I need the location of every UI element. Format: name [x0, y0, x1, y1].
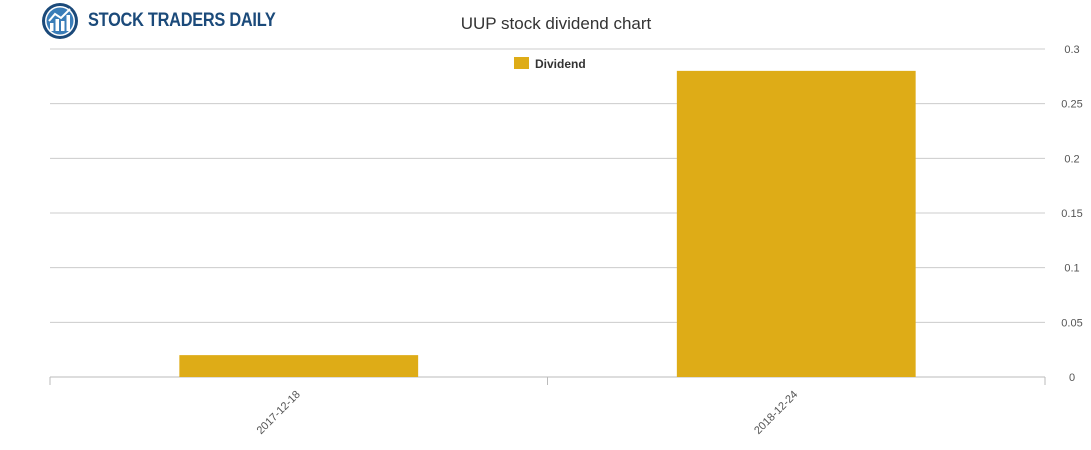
y-tick-label: 0.05: [1061, 317, 1082, 329]
bar-2018-12-24: [676, 70, 916, 377]
bars: [179, 70, 916, 377]
logo: STOCK TRADERS DAILY: [40, 2, 306, 40]
legend: Dividend: [514, 57, 586, 71]
bar-2017-12-18: [179, 355, 419, 377]
chart-globe-icon: [42, 3, 78, 39]
y-axis-ticks: 0 0.05 0.1 0.15 0.2 0.25 0.3: [1061, 44, 1082, 384]
x-axis: 2017-12-18 2018-12-24: [49, 377, 1046, 437]
y-tick-label: 0.2: [1064, 153, 1079, 165]
x-tick-label: 2017-12-18: [255, 389, 303, 437]
y-tick-label: 0.3: [1064, 44, 1079, 56]
logo-text: STOCK TRADERS DAILY: [88, 10, 276, 31]
legend-swatch: [514, 57, 529, 69]
y-tick-label: 0.1: [1064, 263, 1079, 275]
legend-label: Dividend: [535, 57, 586, 71]
y-tick-label: 0: [1069, 372, 1075, 384]
chart-title: UUP stock dividend chart: [461, 14, 652, 33]
y-tick-label: 0.15: [1061, 208, 1082, 220]
x-tick-label: 2018-12-24: [752, 389, 800, 437]
y-tick-label: 0.25: [1061, 99, 1082, 111]
